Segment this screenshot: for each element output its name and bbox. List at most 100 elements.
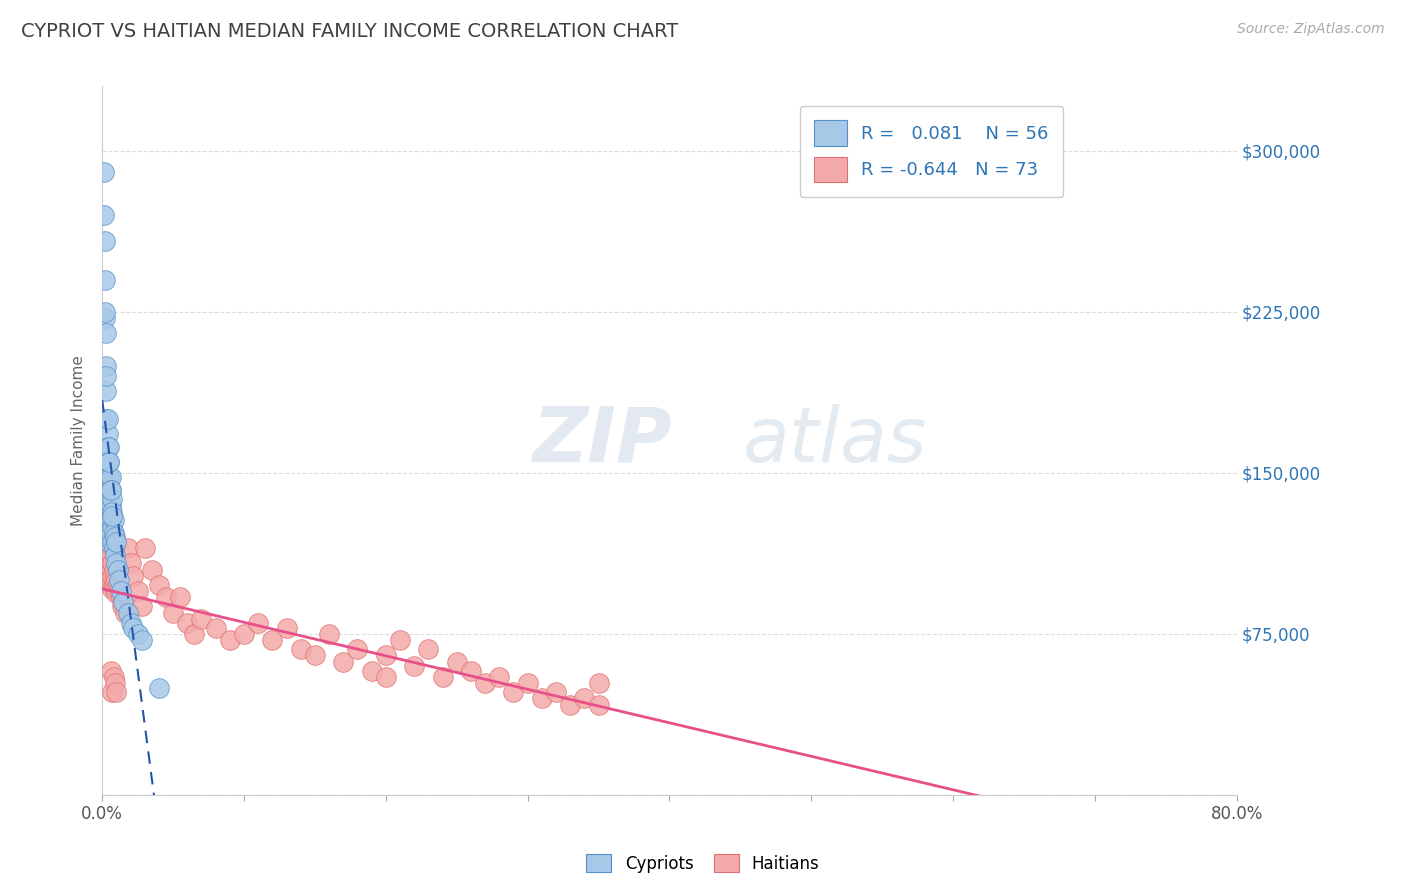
Point xyxy=(374,670,396,684)
Point xyxy=(101,569,124,583)
Point xyxy=(141,563,163,577)
Point xyxy=(97,470,120,484)
Point xyxy=(97,427,120,442)
Point xyxy=(103,526,125,541)
Point xyxy=(108,574,131,588)
Point xyxy=(544,685,567,699)
Point xyxy=(97,534,120,549)
Point xyxy=(93,208,115,222)
Point xyxy=(502,685,524,699)
Point xyxy=(101,505,124,519)
Point xyxy=(98,513,121,527)
Point xyxy=(233,627,256,641)
Point xyxy=(530,691,553,706)
Point xyxy=(104,548,127,562)
Point xyxy=(131,633,153,648)
Point xyxy=(388,633,411,648)
Point xyxy=(101,508,124,523)
Point xyxy=(183,627,205,641)
Point xyxy=(204,621,226,635)
Point xyxy=(127,584,149,599)
Point xyxy=(98,505,121,519)
Point xyxy=(98,483,121,497)
Point xyxy=(148,681,170,695)
Point xyxy=(574,691,596,706)
Point xyxy=(105,534,128,549)
Point xyxy=(114,606,136,620)
Point xyxy=(120,616,142,631)
Point xyxy=(127,627,149,641)
Point xyxy=(100,548,122,562)
Point xyxy=(97,455,120,469)
Point xyxy=(104,676,127,690)
Point xyxy=(98,455,121,469)
Point xyxy=(98,534,121,549)
Point xyxy=(360,664,382,678)
Point xyxy=(101,534,124,549)
Point xyxy=(104,530,127,544)
Point xyxy=(108,584,131,599)
Point xyxy=(588,698,610,712)
Point xyxy=(131,599,153,613)
Point xyxy=(190,612,212,626)
Point xyxy=(104,569,127,583)
Point xyxy=(100,498,122,512)
Point xyxy=(98,556,121,570)
Point xyxy=(100,483,122,497)
Point xyxy=(100,563,122,577)
Point xyxy=(488,670,510,684)
Point xyxy=(120,556,142,570)
Point xyxy=(97,491,120,506)
Legend: R =   0.081    N = 56, R = -0.644   N = 73: R = 0.081 N = 56, R = -0.644 N = 73 xyxy=(800,106,1063,197)
Legend: Cypriots, Haitians: Cypriots, Haitians xyxy=(579,847,827,880)
Text: CYPRIOT VS HAITIAN MEDIAN FAMILY INCOME CORRELATION CHART: CYPRIOT VS HAITIAN MEDIAN FAMILY INCOME … xyxy=(21,22,678,41)
Point xyxy=(460,664,482,678)
Point xyxy=(218,633,240,648)
Point xyxy=(107,563,129,577)
Point xyxy=(318,627,340,641)
Point xyxy=(94,234,117,248)
Point xyxy=(96,369,118,384)
Point xyxy=(98,440,121,454)
Point xyxy=(110,591,132,605)
Point xyxy=(94,273,117,287)
Point xyxy=(103,563,125,577)
Point xyxy=(103,670,125,684)
Text: ZIP: ZIP xyxy=(533,404,673,478)
Point xyxy=(134,541,156,555)
Point xyxy=(432,670,454,684)
Point xyxy=(169,591,191,605)
Point xyxy=(96,384,118,399)
Point xyxy=(104,582,127,596)
Point xyxy=(304,648,326,663)
Point xyxy=(101,556,124,570)
Point xyxy=(404,659,426,673)
Point xyxy=(94,311,117,326)
Point xyxy=(98,491,121,506)
Point xyxy=(101,582,124,596)
Point xyxy=(105,586,128,600)
Point xyxy=(117,606,139,620)
Point xyxy=(516,676,538,690)
Point xyxy=(101,491,124,506)
Point xyxy=(332,655,354,669)
Point xyxy=(374,648,396,663)
Point xyxy=(96,526,118,541)
Point xyxy=(98,455,121,469)
Text: atlas: atlas xyxy=(744,404,928,478)
Point xyxy=(290,642,312,657)
Point xyxy=(103,541,125,555)
Point xyxy=(474,676,496,690)
Point xyxy=(93,165,115,179)
Point xyxy=(122,621,145,635)
Point xyxy=(100,513,122,527)
Y-axis label: Median Family Income: Median Family Income xyxy=(72,355,86,526)
Point xyxy=(155,591,177,605)
Point xyxy=(97,440,120,454)
Point xyxy=(105,574,128,588)
Point xyxy=(100,664,122,678)
Point xyxy=(110,584,132,599)
Point xyxy=(148,577,170,591)
Point xyxy=(96,326,118,341)
Point xyxy=(97,548,120,562)
